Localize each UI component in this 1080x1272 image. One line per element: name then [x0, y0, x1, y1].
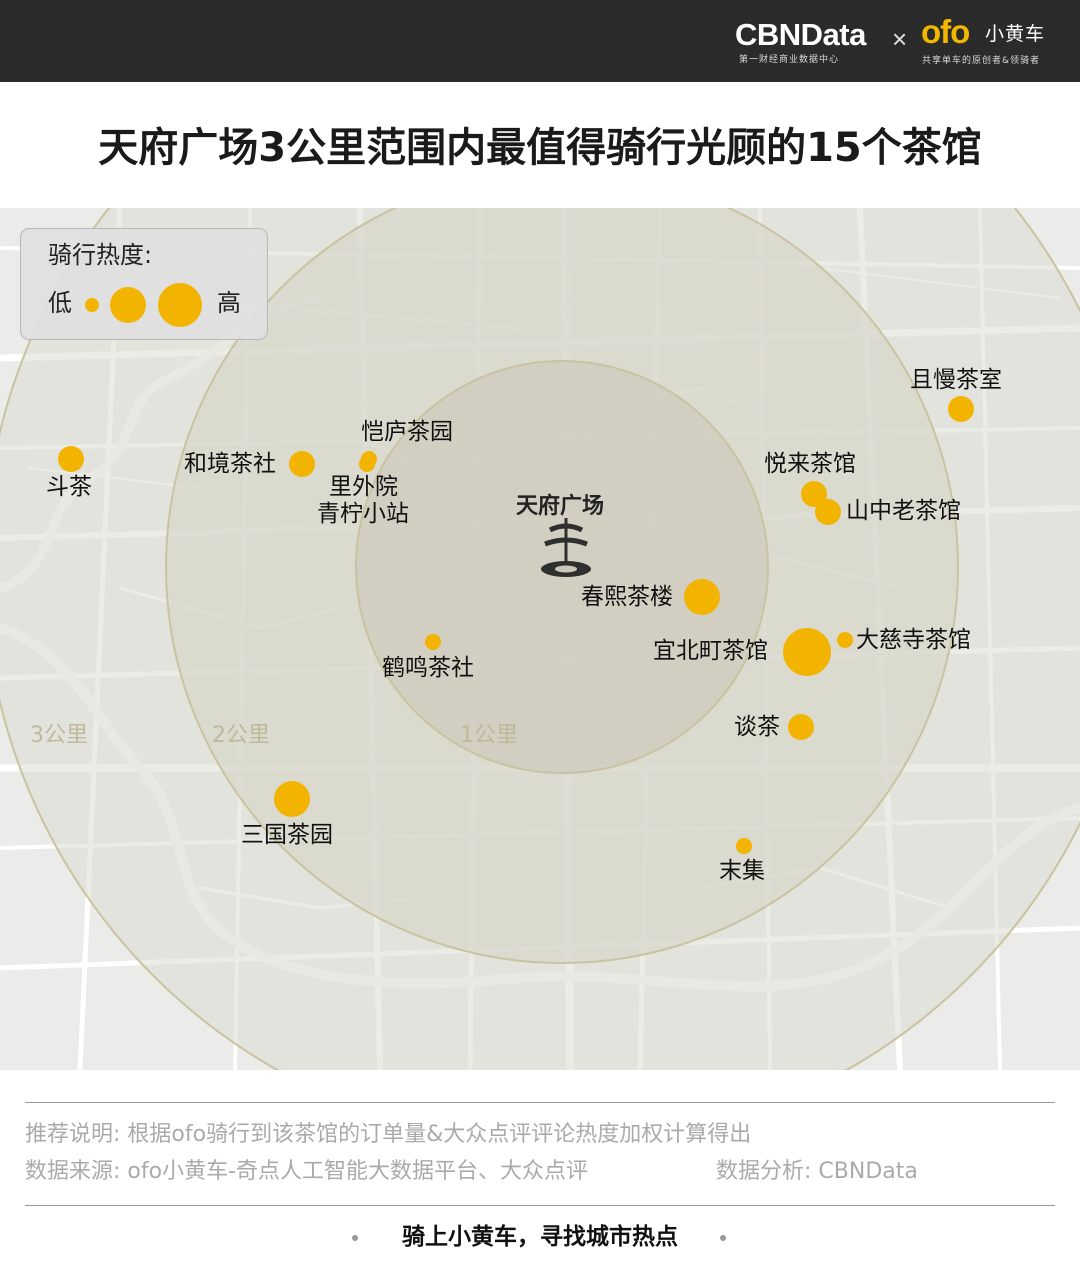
page-title: 天府广场3公里范围内最值得骑行光顾的15个茶馆 — [98, 125, 982, 171]
marker-sanguo[interactable] — [274, 781, 310, 817]
place-label-qieman[interactable]: 且慢茶室 — [910, 367, 1002, 393]
map-area[interactable] — [0, 208, 1080, 1070]
marker-hejing[interactable] — [289, 451, 315, 477]
footer-divider-bottom — [25, 1205, 1055, 1206]
place-label-daci[interactable]: 大慈寺茶馆 — [856, 627, 971, 653]
note-analysis: 数据分析: CBNData — [716, 1159, 918, 1184]
place-label-qingning[interactable]: 青柠小站 — [317, 501, 409, 527]
ofo-logo: ofo — [921, 13, 970, 50]
center-label: 天府广场 — [516, 494, 605, 519]
marker-tancha[interactable] — [788, 714, 814, 740]
cbndata-subtitle: 第一财经商业数据中心 — [739, 55, 840, 65]
distance-rings — [0, 208, 1080, 1070]
place-label-chunxi[interactable]: 春熙茶楼 — [581, 584, 673, 610]
place-label-hejing[interactable]: 和境茶社 — [184, 451, 276, 477]
marker-yibeiting[interactable] — [783, 628, 831, 676]
place-label-yuelai[interactable]: 悦来茶馆 — [764, 451, 856, 477]
legend-dot-small — [85, 298, 99, 312]
slogan-right-dot — [720, 1235, 726, 1241]
place-label-moji[interactable]: 末集 — [719, 858, 765, 884]
ring-label-3km: 3公里 — [30, 723, 88, 748]
place-label-douchao[interactable]: 斗茶 — [46, 474, 92, 500]
place-label-shanzhong[interactable]: 山中老茶馆 — [846, 498, 961, 524]
slogan-left-dot — [352, 1235, 358, 1241]
marker-qieman[interactable] — [948, 396, 974, 422]
slogan: 骑上小黄车，寻找城市热点 — [402, 1224, 678, 1250]
cbndata-logo: CBNData — [735, 17, 866, 52]
legend-title: 骑行热度: — [48, 241, 153, 269]
place-label-liwaiyuan[interactable]: 里外院 — [329, 474, 398, 500]
marker-moji[interactable] — [736, 838, 752, 854]
ring-label-1km: 1公里 — [460, 723, 518, 748]
legend-high-label: 高 — [217, 289, 241, 317]
place-label-tancha[interactable]: 谈茶 — [734, 714, 780, 740]
ring-label-2km: 2公里 — [212, 723, 270, 748]
place-label-heming[interactable]: 鹤鸣茶社 — [382, 655, 474, 681]
marker-shanzhong[interactable] — [815, 499, 841, 525]
marker-yuelai[interactable] — [801, 481, 827, 507]
note-method: 推荐说明: 根据ofo骑行到该茶馆的订单量&大众点评评论热度加权计算得出 — [25, 1122, 752, 1147]
place-label-sanguo[interactable]: 三国茶园 — [241, 822, 333, 848]
ofo-subtitle: 共享单车的原创者&领骑者 — [922, 56, 1041, 66]
marker-liwaiyuan[interactable] — [359, 456, 375, 472]
place-label-kailu[interactable]: 恺庐茶园 — [361, 419, 453, 445]
marker-daci[interactable] — [837, 632, 853, 648]
marker-heming[interactable] — [425, 634, 441, 650]
place-label-yibeiting[interactable]: 宜北町茶馆 — [653, 638, 768, 664]
brand-cross: × — [892, 24, 908, 54]
legend: 骑行热度: 低 高 — [20, 228, 268, 340]
marker-chunxi[interactable] — [684, 579, 720, 615]
legend-dot-large — [158, 283, 202, 327]
header-bar: CBNData 第一财经商业数据中心 × ofo 小黄车 共享单车的原创者&领骑… — [0, 0, 1080, 82]
map-canvas — [0, 208, 1080, 1070]
tianfu-square-landmark-icon — [541, 518, 591, 577]
legend-low-label: 低 — [48, 289, 72, 317]
footer-divider-top — [25, 1102, 1055, 1103]
marker-douchao[interactable] — [58, 446, 84, 472]
note-source: 数据来源: ofo小黄车-奇点人工智能大数据平台、大众点评 — [25, 1159, 589, 1184]
teahouse-markers — [58, 396, 974, 854]
legend-dot-medium — [110, 287, 146, 323]
ofo-name: 小黄车 — [985, 23, 1046, 45]
